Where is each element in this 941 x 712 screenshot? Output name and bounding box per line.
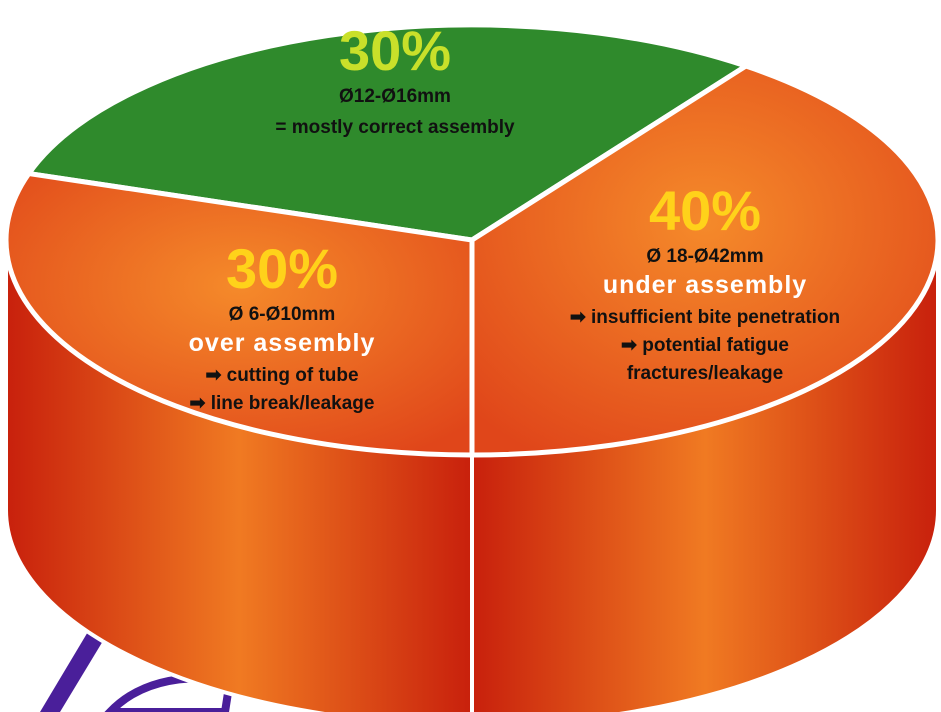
effect-label: ➡ insufficient bite penetration (570, 307, 840, 328)
effect-label: ➡ cutting of tube (205, 365, 358, 386)
category-label: Ø12-Ø16mm (339, 86, 451, 107)
assembly-label: over assembly (189, 329, 376, 357)
assembly-label: = mostly correct assembly (275, 117, 515, 138)
effect-label: fractures/leakage (627, 363, 783, 384)
pie-slice (24, 22, 752, 243)
effect-label: ➡ line break/leakage (190, 393, 375, 414)
value-label: 40% (649, 179, 761, 242)
pie-slice (469, 63, 941, 458)
category-label: Ø 6-Ø10mm (229, 304, 336, 325)
category-label: Ø 18-Ø42mm (646, 246, 763, 267)
assembly-label: under assembly (603, 271, 807, 299)
value-label: 30% (339, 19, 451, 82)
pie-slice (3, 170, 475, 458)
effect-label: ➡ potential fatigue (621, 335, 789, 356)
value-label: 30% (226, 237, 338, 300)
